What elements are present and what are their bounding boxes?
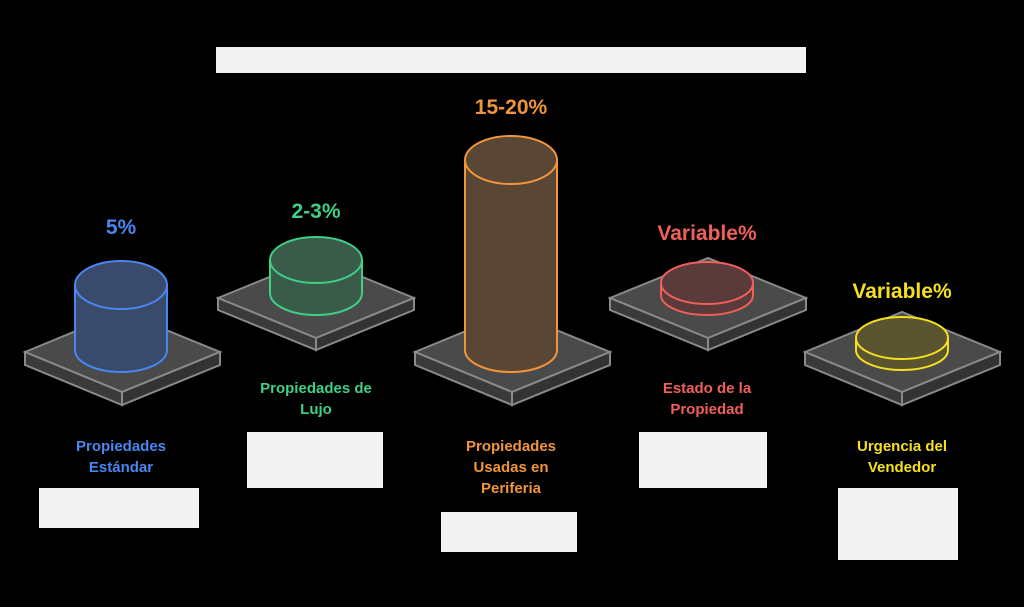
description-5 xyxy=(838,488,958,560)
diagram-title xyxy=(216,47,806,73)
category-label-3: Propiedades Usadas en Periferia xyxy=(465,438,557,497)
description-4 xyxy=(639,432,767,488)
percent-label-4: Variable% xyxy=(657,222,757,245)
cylinder-green xyxy=(269,236,363,316)
category-label-2: Propiedades de Lujo xyxy=(260,380,372,418)
cylinder-blue xyxy=(74,260,168,373)
description-3 xyxy=(441,512,577,552)
description-2 xyxy=(247,432,383,488)
category-label-1: Propiedades Estándar xyxy=(75,438,167,476)
cylinder-orange xyxy=(464,135,558,373)
percent-label-1: 5% xyxy=(105,216,137,239)
category-label-4: Estado de la Propiedad xyxy=(662,380,752,418)
percent-label-3: 15-20% xyxy=(474,96,548,119)
description-1 xyxy=(39,488,199,528)
cylinder-red xyxy=(660,261,754,316)
category-label-5: Urgencia del Vendedor xyxy=(856,438,948,476)
percent-label-2: 2-3% xyxy=(291,200,341,223)
percent-label-5: Variable% xyxy=(852,280,952,303)
cylinder-yellow xyxy=(855,316,949,371)
